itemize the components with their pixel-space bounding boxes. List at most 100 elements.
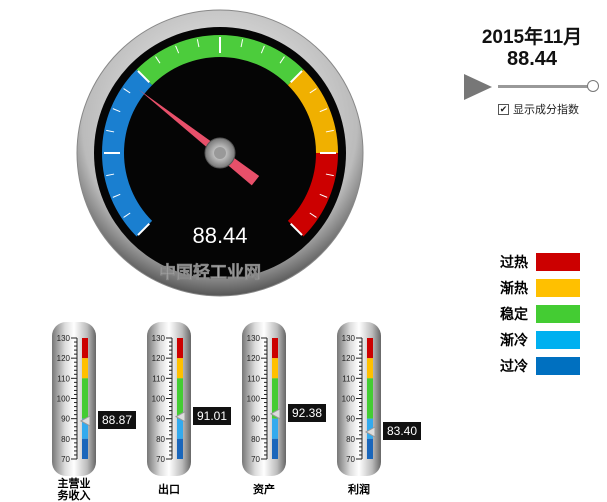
play-button[interactable] — [464, 74, 492, 100]
checkbox-check-icon[interactable]: ✔ — [498, 103, 509, 115]
thermo-band — [367, 438, 373, 459]
thermo-tick-label: 80 — [251, 435, 260, 444]
gauge-tick — [123, 88, 131, 94]
legend-item: 过热 — [500, 252, 580, 272]
gauge-tick — [325, 173, 334, 177]
gauge-tick — [309, 212, 317, 218]
thermometer-gauge: 130 120 110 100 90 80 70 — [337, 322, 381, 476]
thermo-tick-label: 100 — [247, 395, 261, 404]
gauge-tick — [112, 193, 121, 198]
thermometer-value: 92.38 — [288, 403, 327, 422]
thermometer-gauge: 130 120 110 100 90 80 70 — [147, 322, 191, 476]
period-label: 2015年11月 — [481, 27, 583, 48]
legend-label: 过热 — [500, 254, 528, 270]
thermo-tick-label: 110 — [152, 374, 165, 383]
thermometer-label: 出口 — [158, 484, 180, 496]
thermo-band — [82, 378, 88, 419]
gauge-tick — [137, 223, 150, 236]
gauge-value: 88.44 — [192, 223, 247, 248]
thermo-tick-label: 80 — [61, 435, 70, 444]
gauge-band-0 — [102, 69, 153, 237]
legend-item: 渐冷 — [500, 330, 580, 350]
gauge-tick — [309, 88, 317, 94]
legend-label: 过冷 — [500, 358, 528, 374]
thermo-pointer — [364, 426, 376, 438]
thermometer-label: 主营业务收入 — [57, 478, 91, 502]
legend-item: 渐热 — [500, 278, 580, 298]
thermo-band — [82, 338, 88, 359]
thermo-band — [82, 438, 88, 459]
thermo-tick-label: 110 — [57, 374, 70, 383]
gauge-tick — [155, 56, 161, 64]
legend-label: 稳定 — [500, 306, 528, 322]
gauge-band-1 — [136, 35, 304, 86]
gauge-tick — [290, 223, 303, 236]
thermo-pointer — [269, 408, 281, 420]
gauge-tick — [106, 129, 115, 133]
gauge-tick — [196, 39, 200, 48]
gauge-tick — [123, 212, 131, 218]
thermometer-value: 91.01 — [193, 406, 232, 425]
thermo-pointer — [79, 415, 91, 427]
thermo-band — [177, 358, 183, 379]
thermo-tick-label: 100 — [342, 395, 356, 404]
thermo-band — [177, 378, 183, 419]
thermo-tick-label: 80 — [346, 435, 355, 444]
thermo-tick-label: 70 — [61, 455, 70, 464]
thermometer-value: 83.40 — [383, 421, 422, 440]
gauge-tick — [319, 108, 328, 113]
thermo-band — [272, 378, 278, 419]
legend-label: 渐冷 — [500, 332, 528, 348]
thermo-tick-label: 120 — [247, 354, 261, 363]
thermo-band — [272, 338, 278, 359]
legend-swatch — [536, 357, 580, 375]
thermo-band — [272, 438, 278, 459]
thermo-tick-label: 110 — [342, 374, 355, 383]
gauge-tick — [240, 39, 244, 48]
thermo-band — [367, 358, 373, 379]
legend-swatch — [536, 279, 580, 297]
show-components-checkbox[interactable]: ✔ 显示成分指数 — [498, 101, 579, 117]
thermo-tick-label: 90 — [251, 415, 260, 424]
thermo-band — [177, 418, 183, 439]
gauge-tick — [279, 56, 285, 64]
thermo-tick-label: 100 — [152, 395, 166, 404]
thermo-tick-label: 130 — [342, 334, 356, 343]
thermometer-label: 资产 — [253, 484, 275, 496]
legend-swatch — [536, 253, 580, 271]
thermometer-gauge: 130 120 110 100 90 80 70 — [52, 322, 96, 476]
thermo-tick-label: 90 — [346, 415, 355, 424]
thermo-band — [367, 378, 373, 419]
thermo-pointer — [174, 410, 186, 423]
thermo-band — [177, 438, 183, 459]
thermo-band — [367, 338, 373, 359]
thermo-tick-label: 70 — [156, 455, 165, 464]
thermo-tick-label: 130 — [152, 334, 166, 343]
timeline-slider[interactable] — [498, 85, 590, 88]
thermo-tick-label: 120 — [152, 354, 166, 363]
index-value: 88.44 — [506, 48, 558, 70]
thermo-tick-label: 90 — [61, 415, 70, 424]
thermo-band — [82, 418, 88, 439]
thermo-tick-label: 90 — [156, 415, 165, 424]
gauge-band-2 — [287, 69, 338, 153]
thermo-tick-label: 130 — [247, 334, 261, 343]
gauge-tick — [260, 45, 265, 54]
legend-label: 渐热 — [500, 280, 528, 296]
gauge-hub-center — [214, 147, 226, 159]
gauge-tick — [112, 108, 121, 113]
thermo-band — [82, 358, 88, 379]
gauge-tick — [137, 70, 150, 83]
thermo-tick-label: 70 — [346, 455, 355, 464]
gauge-tick — [175, 45, 180, 54]
gauge-logo: 中国轻工业网 — [159, 262, 261, 282]
thermo-tick-label: 100 — [57, 395, 71, 404]
legend-swatch — [536, 331, 580, 349]
main-gauge: 中国轻工业网 88.44 — [76, 9, 364, 297]
gauge-tick — [325, 129, 334, 133]
gauge-band-3 — [287, 153, 338, 237]
timeline-slider-handle[interactable] — [587, 80, 599, 92]
legend-swatch — [536, 305, 580, 323]
thermometer-label: 利润 — [348, 484, 370, 496]
thermo-band — [177, 338, 183, 359]
